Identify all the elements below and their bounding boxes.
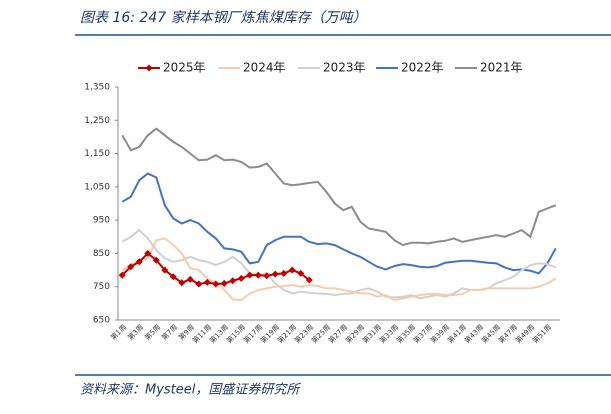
- series-line: [121, 172, 557, 275]
- series-marker: [118, 271, 126, 279]
- legend-label: 2023年: [323, 61, 366, 75]
- series-marker: [152, 256, 160, 264]
- y-tick-label: 850: [93, 249, 110, 259]
- series-marker: [305, 276, 313, 284]
- x-tick-label: 第3周: [126, 322, 145, 341]
- chart-title: 图表 16: 247 家样本钢厂炼焦煤库存（万吨）: [80, 10, 367, 26]
- series-marker: [169, 273, 177, 281]
- y-tick-label: 1,250: [84, 116, 110, 126]
- legend-label: 2021年: [480, 61, 523, 75]
- series-marker: [144, 249, 152, 257]
- series-marker: [195, 280, 203, 288]
- x-tick-label: 第51周: [531, 322, 554, 345]
- series-marker: [127, 263, 135, 271]
- y-tick-label: 1,350: [84, 83, 110, 93]
- series-marker: [186, 275, 194, 283]
- series-line: [121, 237, 557, 302]
- series-marker: [135, 258, 143, 266]
- series-marker: [229, 277, 237, 285]
- series-marker: [246, 271, 254, 279]
- y-tick-label: 950: [93, 216, 110, 226]
- series-marker: [161, 266, 169, 274]
- y-tick-label: 1,150: [84, 149, 110, 159]
- series-marker: [280, 269, 288, 277]
- series-marker: [288, 266, 296, 274]
- y-tick-label: 650: [93, 316, 110, 326]
- series-marker: [220, 279, 228, 287]
- legend-label: 2022年: [401, 61, 444, 75]
- series-marker: [271, 270, 279, 278]
- x-tick-label: 第7周: [160, 322, 179, 341]
- legend-label: 2024年: [243, 61, 286, 75]
- series-marker: [297, 269, 305, 277]
- series-marker: [203, 278, 211, 286]
- x-tick-label: 第5周: [143, 322, 162, 341]
- series-line: [121, 127, 557, 247]
- series-marker: [178, 279, 186, 287]
- series-marker: [237, 274, 245, 282]
- x-tick-label: 第1周: [109, 322, 128, 341]
- legend-label: 2025年: [163, 61, 206, 75]
- series-marker: [212, 280, 220, 288]
- source: 资料来源：Mysteel，国盛证券研究所: [80, 382, 301, 398]
- y-tick-label: 1,050: [84, 182, 110, 192]
- legend-marker: [145, 64, 153, 72]
- series-marker: [254, 271, 262, 279]
- y-tick-label: 750: [93, 282, 110, 292]
- series-marker: [263, 272, 271, 280]
- series-line: [121, 252, 310, 286]
